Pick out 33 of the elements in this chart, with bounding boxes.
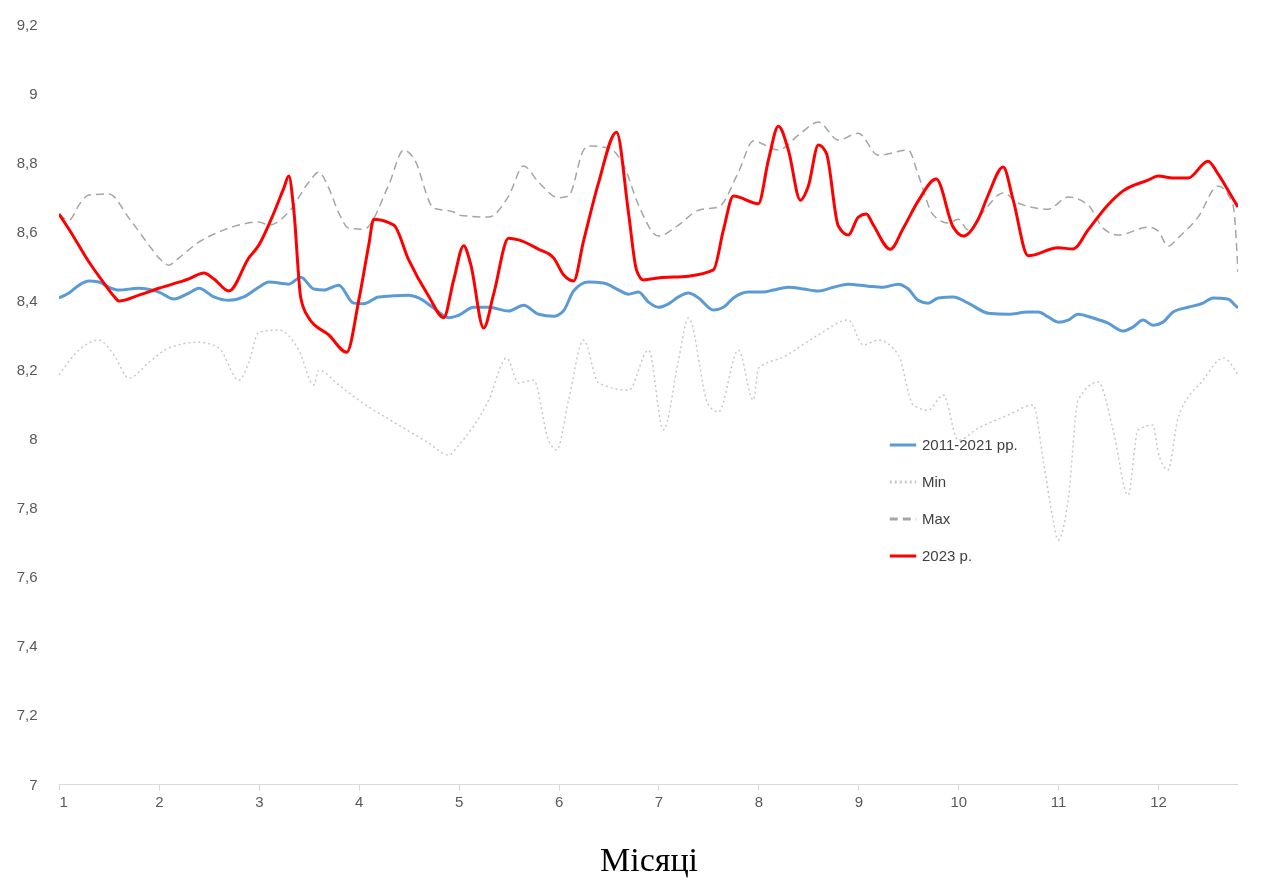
y-tick-label: 9	[29, 84, 38, 102]
legend-label: Max	[922, 510, 951, 527]
x-axis-title: Місяці	[599, 840, 699, 878]
x-tick-label: 7	[654, 792, 664, 810]
y-tick-label: 9,2	[16, 15, 38, 33]
y-tick-label: 8,6	[16, 222, 38, 240]
x-tick-label: 4	[355, 792, 364, 810]
legend-label: Min	[922, 473, 947, 490]
x-tick-label: 3	[255, 792, 264, 810]
y-tick-label: 7,6	[16, 568, 38, 586]
x-tick-label: 10	[950, 792, 968, 810]
line-series	[59, 121, 1238, 273]
line-series	[59, 275, 1238, 333]
x-tick-label: 12	[1150, 792, 1167, 810]
x-tick-label: 11	[1050, 792, 1067, 810]
x-tick-label: 8	[754, 792, 764, 810]
x-tick-label: 5	[454, 792, 464, 810]
y-tick-label: 7	[29, 775, 38, 793]
y-tick-label: 7,8	[16, 499, 38, 517]
y-tick-label: 7,4	[16, 637, 38, 655]
line-series	[59, 317, 1238, 541]
x-tick-label: 1	[59, 792, 68, 810]
x-tick-label: 6	[554, 792, 564, 810]
y-tick-label: 8,4	[16, 291, 38, 309]
x-tick-label: 9	[854, 792, 863, 810]
y-tick-label: 8,2	[16, 360, 38, 378]
y-tick-label: 7,2	[16, 706, 38, 724]
x-tick-label: 2	[155, 792, 164, 810]
y-tick-label: 8,8	[16, 153, 38, 171]
y-tick-label: 8	[29, 430, 38, 448]
legend-label: 2011-2021 pp.	[922, 436, 1018, 453]
line-series	[59, 124, 1238, 354]
legend-label: 2023 p.	[922, 547, 973, 564]
